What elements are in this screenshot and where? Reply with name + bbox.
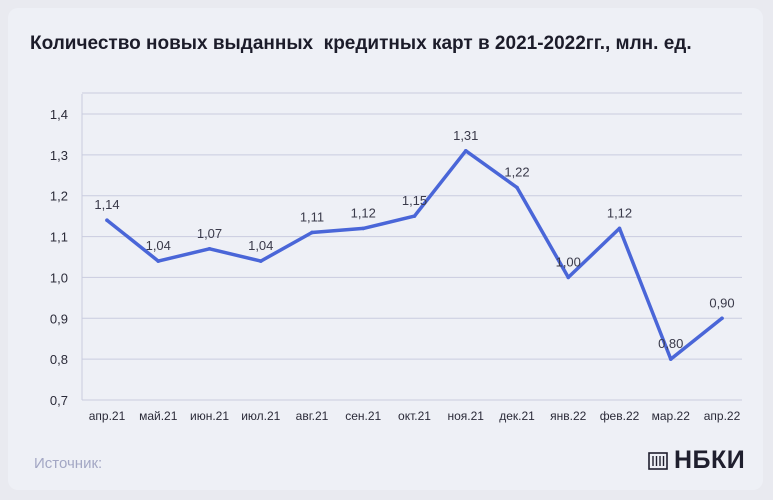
data-point (566, 275, 571, 280)
data-point (668, 357, 673, 361)
x-tick-label: фев.22 (600, 409, 640, 423)
grid-lines (81, 92, 742, 401)
chart-card (8, 8, 763, 490)
data-point (463, 148, 468, 153)
x-tick-label: янв.22 (550, 409, 587, 423)
data-point (361, 226, 366, 231)
data-label: 1,14 (94, 197, 119, 212)
data-label: 1,15 (402, 193, 427, 208)
series-line (105, 149, 724, 361)
data-point (156, 259, 161, 263)
x-axis-ticks: апр.21 май.21 июн.21 июл.21 авг.21 сен.21 окт.… (89, 409, 741, 423)
data-labels: 1,14 1,04 1,07 1,04 1,11 1,12 1,15 1,31 1,22 1,00… (94, 128, 735, 361)
chart-title: Количество новых выданных кредитных карт… (30, 33, 692, 54)
y-tick-label: 1,0 (50, 270, 68, 285)
y-tick-label: 1,3 (50, 148, 68, 163)
logo-text: НБКИ (674, 446, 746, 474)
data-label: 1,22 (504, 165, 529, 180)
x-tick-label: июн.21 (190, 409, 229, 423)
x-tick-label: авг.21 (296, 409, 329, 423)
nbki-logo: НБКИ (648, 446, 745, 475)
y-tick-label: 0,9 (50, 311, 68, 326)
data-label: 1,00 (556, 254, 581, 269)
x-tick-label: апр.21 (89, 409, 126, 423)
y-tick-label: 1,4 (50, 107, 68, 122)
data-label: 0,90 (709, 295, 734, 310)
x-tick-label: май.21 (139, 409, 178, 423)
data-label: 1,31 (453, 128, 478, 143)
nbki-logo-icon (648, 451, 668, 470)
x-tick-label: окт.21 (398, 409, 431, 423)
data-point (258, 259, 263, 263)
data-point (412, 214, 417, 218)
data-point (617, 226, 622, 231)
data-point (515, 185, 519, 190)
x-tick-label: мар.22 (652, 409, 691, 423)
y-axis-ticks: 0,7 0,8 0,9 1,0 1,1 1,2 1,3 1,4 (50, 107, 68, 408)
y-tick-label: 1,2 (50, 189, 68, 204)
data-point (720, 316, 724, 321)
data-point (207, 247, 212, 251)
data-label: 1,07 (197, 226, 222, 241)
data-label: 1,12 (351, 205, 376, 220)
x-tick-label: дек.21 (499, 409, 535, 423)
data-label: 1,11 (300, 209, 324, 224)
x-tick-label: июл.21 (241, 409, 280, 423)
data-point (105, 218, 109, 223)
data-label: 0,80 (658, 336, 683, 351)
x-tick-label: апр.22 (704, 409, 741, 423)
x-tick-label: ноя.21 (448, 409, 485, 423)
data-label: 1,04 (146, 238, 171, 253)
y-tick-label: 1,1 (50, 230, 68, 245)
x-tick-label: сен.21 (345, 409, 381, 423)
source-label: Источник: (34, 455, 103, 472)
y-tick-label: 0,7 (50, 393, 68, 408)
data-point (310, 230, 314, 235)
data-label: 1,12 (607, 205, 632, 220)
data-label: 1,04 (248, 238, 273, 253)
y-tick-label: 0,8 (50, 352, 68, 367)
